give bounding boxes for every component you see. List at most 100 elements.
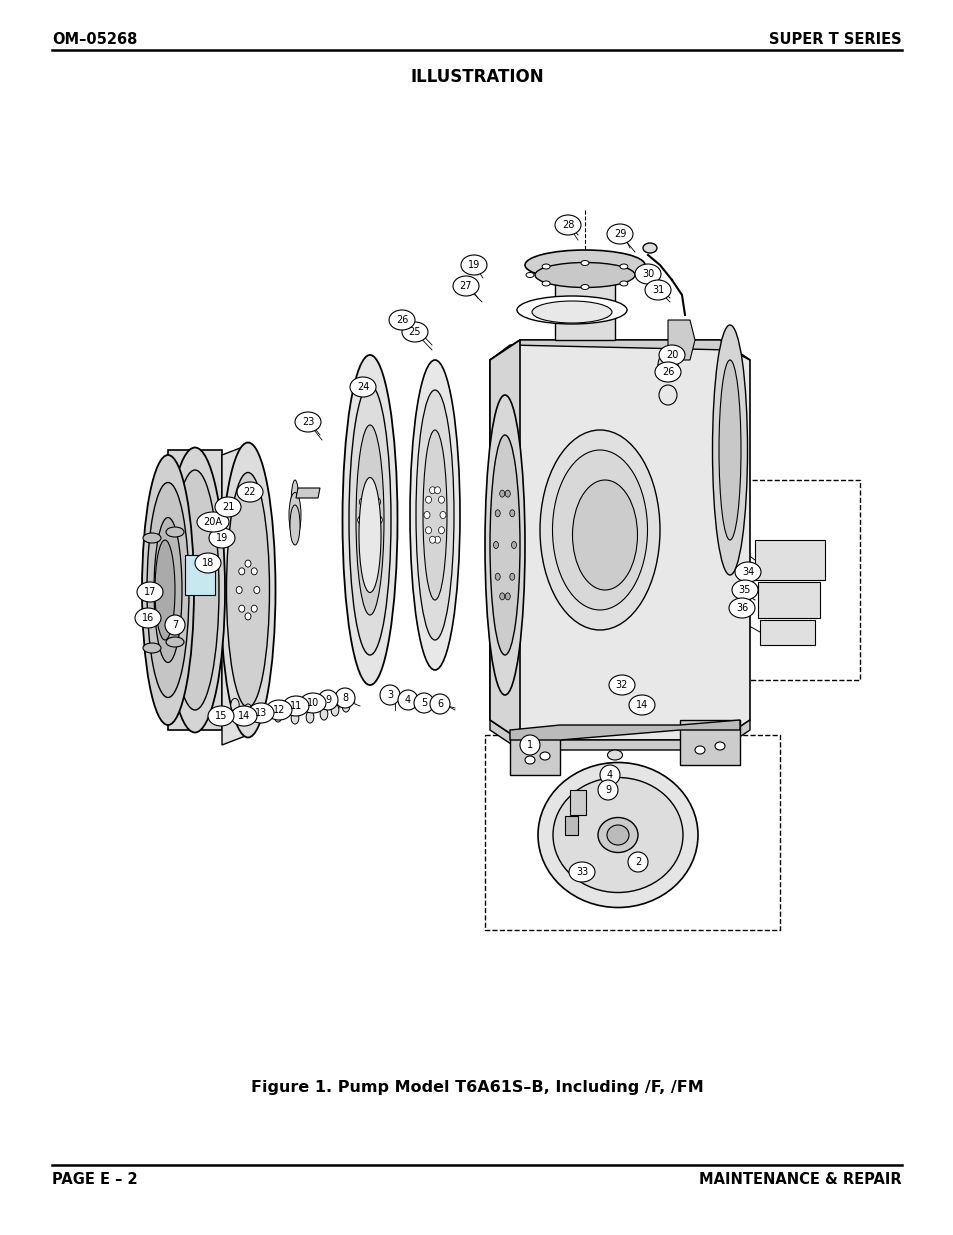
- Text: 7: 7: [172, 620, 178, 630]
- Text: 23: 23: [301, 417, 314, 427]
- Ellipse shape: [253, 587, 259, 594]
- Ellipse shape: [422, 430, 447, 600]
- Ellipse shape: [416, 390, 454, 640]
- Ellipse shape: [555, 215, 580, 235]
- Text: 30: 30: [641, 269, 654, 279]
- Ellipse shape: [627, 852, 647, 872]
- Polygon shape: [510, 720, 740, 740]
- Ellipse shape: [266, 700, 292, 720]
- Ellipse shape: [350, 377, 375, 396]
- Polygon shape: [667, 320, 695, 359]
- Ellipse shape: [535, 263, 635, 288]
- Ellipse shape: [429, 487, 436, 494]
- Text: 31: 31: [651, 285, 663, 295]
- Ellipse shape: [357, 516, 364, 524]
- Text: 5: 5: [420, 698, 427, 708]
- Ellipse shape: [359, 498, 366, 506]
- Text: PAGE E – 2: PAGE E – 2: [52, 1172, 137, 1187]
- Polygon shape: [754, 540, 824, 580]
- Ellipse shape: [434, 487, 440, 494]
- Ellipse shape: [606, 825, 628, 845]
- Polygon shape: [185, 555, 214, 595]
- Ellipse shape: [635, 264, 660, 284]
- Ellipse shape: [728, 598, 754, 618]
- Ellipse shape: [642, 243, 657, 253]
- Text: 35: 35: [738, 585, 750, 595]
- Text: 36: 36: [735, 603, 747, 613]
- Ellipse shape: [289, 493, 301, 537]
- Ellipse shape: [524, 249, 644, 280]
- Text: 17: 17: [144, 587, 156, 597]
- Ellipse shape: [238, 568, 245, 574]
- Ellipse shape: [509, 510, 515, 516]
- Ellipse shape: [608, 676, 635, 695]
- Ellipse shape: [505, 490, 510, 498]
- Ellipse shape: [553, 778, 682, 893]
- Text: 14: 14: [636, 700, 647, 710]
- Ellipse shape: [166, 637, 184, 647]
- Ellipse shape: [401, 322, 428, 342]
- Ellipse shape: [359, 534, 366, 542]
- Ellipse shape: [379, 685, 399, 705]
- Text: 26: 26: [395, 315, 408, 325]
- Text: SUPER T SERIES: SUPER T SERIES: [768, 32, 901, 47]
- Ellipse shape: [294, 412, 320, 432]
- Ellipse shape: [519, 735, 539, 755]
- Polygon shape: [490, 720, 749, 750]
- Ellipse shape: [580, 261, 588, 266]
- Ellipse shape: [238, 605, 245, 613]
- Ellipse shape: [363, 487, 371, 495]
- Ellipse shape: [251, 605, 257, 613]
- Ellipse shape: [423, 511, 430, 519]
- Ellipse shape: [226, 473, 269, 708]
- Text: 14: 14: [237, 711, 250, 721]
- Text: 33: 33: [576, 867, 587, 877]
- Ellipse shape: [599, 764, 619, 785]
- Ellipse shape: [248, 703, 274, 722]
- Ellipse shape: [434, 536, 440, 543]
- Ellipse shape: [166, 527, 184, 537]
- Ellipse shape: [425, 527, 431, 534]
- Polygon shape: [758, 582, 820, 618]
- Text: 19: 19: [215, 534, 228, 543]
- Ellipse shape: [539, 752, 550, 760]
- Ellipse shape: [439, 511, 446, 519]
- Ellipse shape: [231, 706, 256, 726]
- Ellipse shape: [154, 540, 174, 640]
- Ellipse shape: [283, 697, 309, 716]
- Text: ILLUSTRATION: ILLUSTRATION: [410, 68, 543, 86]
- Ellipse shape: [153, 517, 182, 662]
- Ellipse shape: [619, 282, 627, 287]
- Ellipse shape: [214, 496, 241, 517]
- Ellipse shape: [171, 471, 219, 710]
- Text: 1: 1: [526, 740, 533, 750]
- Ellipse shape: [299, 693, 326, 713]
- Text: 27: 27: [459, 282, 472, 291]
- Ellipse shape: [453, 275, 478, 296]
- Ellipse shape: [320, 708, 328, 720]
- Ellipse shape: [460, 254, 486, 275]
- Polygon shape: [510, 730, 559, 776]
- Ellipse shape: [306, 711, 314, 722]
- Ellipse shape: [719, 359, 740, 540]
- Ellipse shape: [659, 345, 684, 366]
- Ellipse shape: [244, 704, 252, 716]
- Ellipse shape: [143, 534, 161, 543]
- Ellipse shape: [165, 447, 225, 732]
- Ellipse shape: [291, 711, 298, 724]
- Ellipse shape: [410, 359, 459, 671]
- Text: 6: 6: [436, 699, 442, 709]
- Ellipse shape: [143, 643, 161, 653]
- Text: 3: 3: [387, 690, 393, 700]
- Text: 11: 11: [290, 701, 302, 711]
- Ellipse shape: [495, 573, 499, 580]
- Ellipse shape: [598, 818, 638, 852]
- Ellipse shape: [714, 742, 724, 750]
- Ellipse shape: [568, 862, 595, 882]
- Text: 9: 9: [325, 695, 331, 705]
- Ellipse shape: [580, 284, 588, 289]
- Ellipse shape: [231, 699, 239, 711]
- Polygon shape: [679, 720, 740, 764]
- Ellipse shape: [524, 756, 535, 764]
- Ellipse shape: [438, 496, 444, 503]
